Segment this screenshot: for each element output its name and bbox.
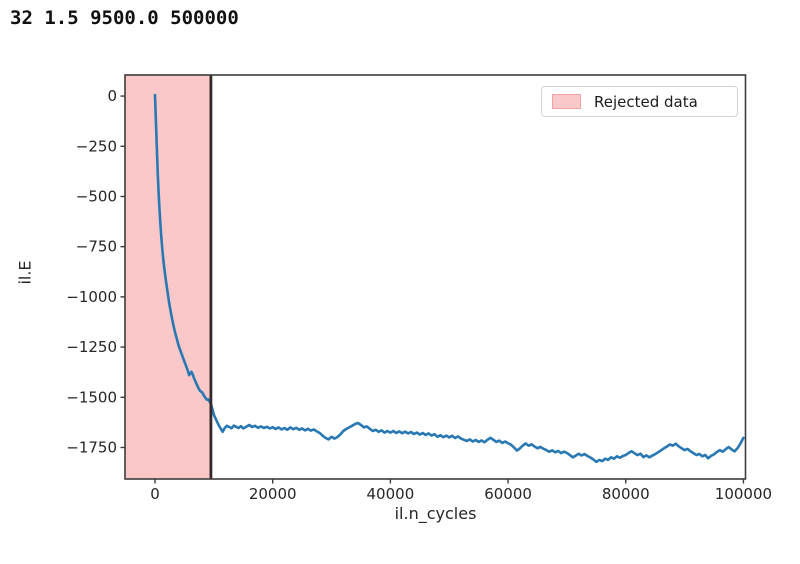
stdout-text: 32 1.5 9500.0 500000: [10, 7, 239, 29]
energy-line: [153, 93, 745, 464]
y-tick-label: −1000: [66, 288, 117, 306]
x-tick-label: 0: [150, 485, 160, 503]
rejected-region: [125, 75, 211, 479]
y-tick-label: −1500: [66, 388, 117, 406]
y-tick-label: 0: [107, 87, 117, 105]
x-tick-label: 40000: [367, 485, 415, 503]
x-tick-label: 80000: [602, 485, 650, 503]
axes-spines: [124, 74, 747, 480]
x-tick-label: 100000: [715, 485, 772, 503]
rejected-data-swatch: [552, 94, 581, 109]
x-tick-label: 60000: [484, 485, 532, 503]
x-tick-label: 20000: [249, 485, 297, 503]
y-axis-label: il.E: [15, 260, 35, 285]
y-tick-label: −500: [76, 187, 117, 205]
x-axis-label: il.n_cycles: [394, 504, 477, 523]
y-tick-label: −1250: [66, 338, 117, 356]
y-tick-label: −1750: [66, 438, 117, 456]
legend-label: Rejected data: [594, 92, 698, 111]
y-tick-label: −250: [76, 137, 117, 155]
y-tick-label: −750: [76, 238, 117, 256]
legend-box: Rejected data: [541, 86, 738, 117]
